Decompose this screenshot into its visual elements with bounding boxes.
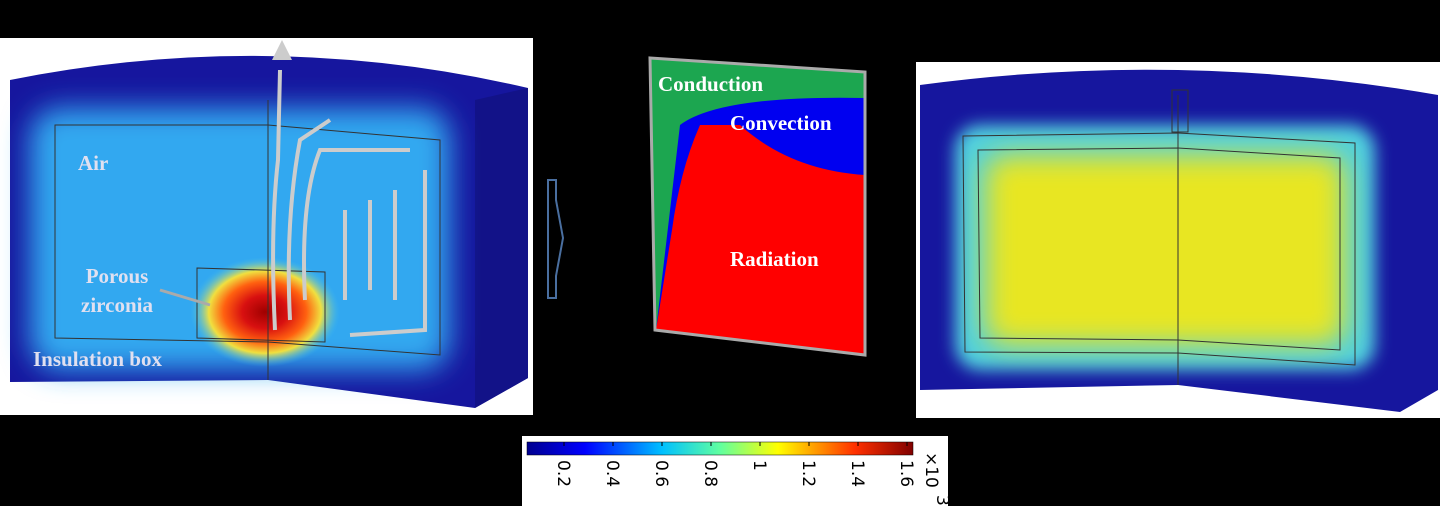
- colorbar-tick-label: 0.2: [553, 460, 573, 487]
- frame: [648, 56, 867, 357]
- colorbar-tick-label: 1: [749, 460, 769, 471]
- colorbar: [526, 441, 914, 456]
- transition-arrow: [547, 179, 565, 299]
- conduction-region: [650, 58, 865, 330]
- convection-region: [650, 58, 865, 330]
- convection-label: Convection: [730, 111, 832, 135]
- colorbar-tick-label: 0.6: [651, 460, 671, 487]
- hot-spot: [190, 257, 340, 367]
- conduction-label: Conduction: [658, 72, 763, 96]
- left-side: [475, 88, 528, 408]
- colorbar-tick-label: 0.4: [602, 460, 622, 487]
- colorbar-tick-label: 1.6: [896, 460, 916, 487]
- air-label: Air: [78, 151, 108, 175]
- right-core: [985, 155, 1345, 345]
- colorbar-ticks: 0.2 0.4 0.6 0.8 1 1.2 1.4 1.6: [553, 442, 916, 487]
- flow-arrows: [271, 69, 427, 337]
- porous-label: Porous: [86, 264, 149, 288]
- colorbar-tick-label: 1.2: [798, 460, 818, 487]
- left-field: [30, 108, 450, 370]
- colorbar-tick-label: 0.8: [700, 460, 720, 487]
- radiation-label: Radiation: [730, 247, 819, 271]
- colorbar-multiplier: ×10: [921, 452, 941, 488]
- zirconia-label: zirconia: [81, 293, 153, 317]
- colorbar-exponent: 3: [932, 495, 952, 506]
- insulation-label: Insulation box: [33, 347, 162, 371]
- colorbar-tick-label: 1.4: [847, 460, 867, 487]
- left-outlines: [54, 100, 441, 380]
- right-outlines: [962, 89, 1356, 385]
- pointer-arrow: [159, 288, 211, 307]
- arrow-head: [272, 40, 292, 60]
